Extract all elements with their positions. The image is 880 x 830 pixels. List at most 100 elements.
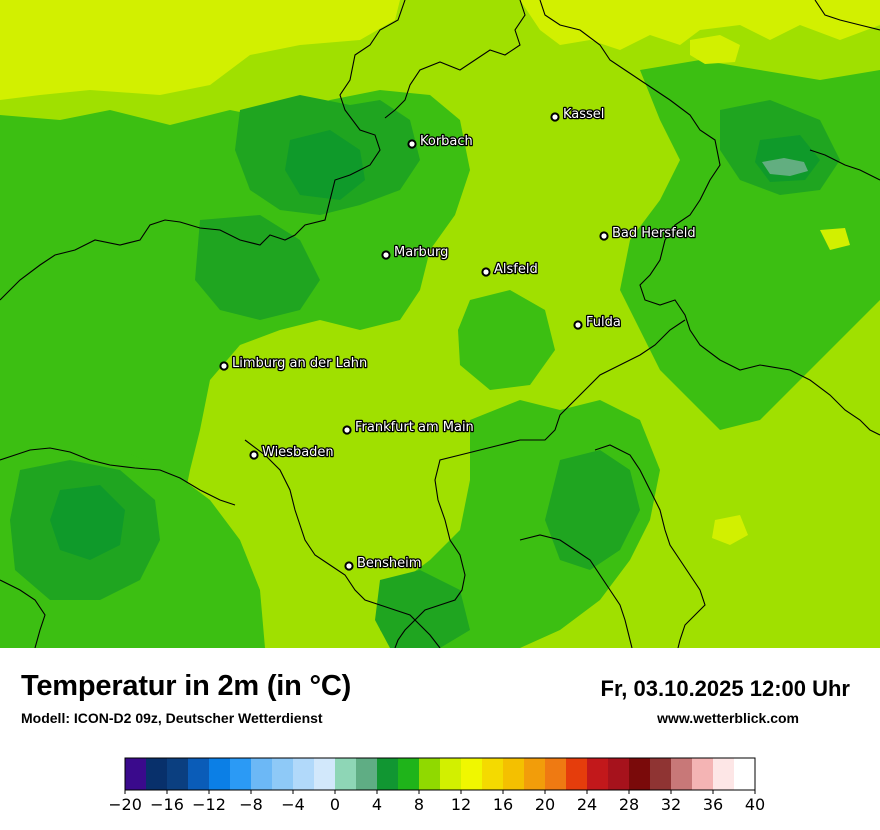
city-marker[interactable]: Frankfurt am Main (342, 419, 475, 436)
legend-tick-label: 0 (330, 795, 340, 814)
legend-swatch (188, 758, 210, 790)
field-deepgreen-sw (50, 485, 125, 560)
legend-tick-label: 40 (745, 795, 765, 814)
city-label: Limburg an der Lahn (232, 356, 367, 371)
city-marker[interactable]: Limburg an der Lahn (219, 355, 369, 372)
legend-swatch (356, 758, 378, 790)
city-label: Alsfeld (494, 262, 538, 277)
city-marker[interactable]: Alsfeld (481, 261, 539, 278)
legend-swatch (125, 758, 147, 790)
city-label: Korbach (420, 134, 473, 149)
legend-tick-label: −20 (110, 795, 142, 814)
legend-swatch (545, 758, 567, 790)
field-lime-pocket-d (650, 18, 676, 35)
legend-swatch (503, 758, 525, 790)
legend-swatch (230, 758, 252, 790)
legend-swatch (209, 758, 231, 790)
field-green-center (458, 290, 555, 390)
field-darkgreen-mid (195, 215, 320, 320)
legend-tick-label: 8 (414, 795, 424, 814)
model-source: Modell: ICON-D2 09z, Deutscher Wetterdie… (21, 710, 323, 726)
field-lime-ne (520, 0, 880, 50)
legend-tick-label: 24 (577, 795, 597, 814)
temperature-legend: −20 −16 −12 −8 −4 0 4 8 12 16 20 24 28 32 36 40 (108, 755, 770, 825)
city-marker[interactable]: Korbach (407, 133, 474, 150)
map-title: Temperatur in 2m (in °C) (21, 670, 352, 702)
legend-tick-label: −8 (239, 795, 263, 814)
city-dot (381, 250, 391, 260)
map-canvas: Kassel Korbach Bad Hersfeld Marburg Alsfeld F… (0, 0, 880, 648)
legend-swatch (671, 758, 693, 790)
legend-swatch (524, 758, 546, 790)
legend-swatch (587, 758, 609, 790)
city-marker[interactable]: Bensheim (344, 555, 423, 572)
legend-tick-label: 12 (451, 795, 471, 814)
legend-tick-label: 16 (493, 795, 513, 814)
legend-swatch (293, 758, 315, 790)
legend-swatch (398, 758, 420, 790)
field-teal-spot (762, 158, 808, 176)
city-label: Bad Hersfeld (612, 226, 696, 241)
city-marker[interactable]: Marburg (381, 244, 450, 261)
legend-swatch (482, 758, 504, 790)
field-lime-nw (0, 0, 400, 100)
city-label: Kassel (563, 107, 604, 122)
legend-tick-label: 36 (703, 795, 723, 814)
city-dot (550, 112, 560, 122)
city-label: Frankfurt am Main (355, 420, 474, 435)
city-marker[interactable]: Bad Hersfeld (599, 225, 697, 242)
city-label: Bensheim (357, 556, 421, 571)
legend-tick-label: 28 (619, 795, 639, 814)
field-lime-pocket-a (690, 35, 740, 64)
city-dot (599, 231, 609, 241)
legend-swatch (314, 758, 336, 790)
legend-swatch (272, 758, 294, 790)
legend-tick-label: −4 (281, 795, 305, 814)
city-label: Wiesbaden (262, 445, 334, 460)
legend-swatch (377, 758, 399, 790)
city-dot (407, 139, 417, 149)
city-marker[interactable]: Kassel (550, 106, 606, 123)
legend-swatch (608, 758, 630, 790)
field-deepgreen-north (285, 130, 365, 200)
website-link[interactable]: www.wetterblick.com (657, 710, 799, 726)
legend-frame (124, 757, 756, 791)
city-label: Fulda (586, 315, 621, 330)
city-label: Marburg (394, 245, 448, 260)
legend-tick-label: 20 (535, 795, 555, 814)
city-markers: Kassel Korbach Bad Hersfeld Marburg Alsfeld F… (219, 106, 697, 572)
state-borders (0, 0, 880, 648)
legend-tick-label: 32 (661, 795, 681, 814)
field-lime-pocket-b (712, 515, 748, 545)
legend-swatch (419, 758, 441, 790)
legend-swatch (692, 758, 714, 790)
city-dot (481, 267, 491, 277)
city-dot (344, 561, 354, 571)
field-darkgreen-se (545, 450, 640, 570)
legend-swatch (167, 758, 189, 790)
legend-swatch (461, 758, 483, 790)
legend-swatch (335, 758, 357, 790)
city-dot (573, 320, 583, 330)
city-dot (249, 450, 259, 460)
city-marker[interactable]: Fulda (573, 314, 622, 331)
legend-swatch (650, 758, 672, 790)
legend-tick-label: 4 (372, 795, 382, 814)
city-marker[interactable]: Wiesbaden (249, 444, 335, 461)
legend-swatch (251, 758, 273, 790)
legend-tick-label: −12 (192, 795, 226, 814)
legend-swatch (146, 758, 168, 790)
legend-swatch (629, 758, 651, 790)
city-dot (219, 361, 229, 371)
field-lime-pocket-c (820, 228, 850, 250)
city-dot (342, 425, 352, 435)
legend-swatch (713, 758, 735, 790)
field-darkgreen-s (375, 570, 470, 648)
legend-canvas: −20 −16 −12 −8 −4 0 4 8 12 16 20 24 28 32 36 40 (108, 757, 765, 814)
legend-swatch (734, 758, 756, 790)
legend-swatch (440, 758, 462, 790)
legend-tick-label: −16 (150, 795, 184, 814)
legend-swatch (566, 758, 588, 790)
forecast-datetime: Fr, 03.10.2025 12:00 Uhr (600, 676, 851, 701)
temperature-map[interactable]: Kassel Korbach Bad Hersfeld Marburg Alsfeld F… (0, 0, 880, 648)
